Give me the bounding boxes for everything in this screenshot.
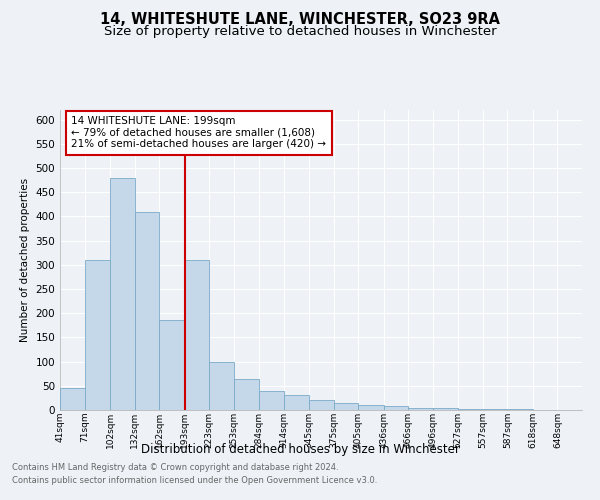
Bar [309,400,334,410]
Text: Distribution of detached houses by size in Winchester: Distribution of detached houses by size … [140,442,460,456]
Bar [458,408,483,410]
Bar [508,409,533,410]
Bar [209,362,234,410]
Bar [134,212,159,410]
Bar [234,378,259,410]
Bar [358,405,383,410]
Bar [483,409,508,410]
Bar [85,260,110,410]
Bar [110,178,134,410]
Bar [259,390,284,410]
Bar [159,320,185,410]
Bar [408,408,433,410]
Y-axis label: Number of detached properties: Number of detached properties [20,178,30,342]
Text: 14, WHITESHUTE LANE, WINCHESTER, SO23 9RA: 14, WHITESHUTE LANE, WINCHESTER, SO23 9R… [100,12,500,28]
Bar [334,402,358,410]
Text: Contains public sector information licensed under the Open Government Licence v3: Contains public sector information licen… [12,476,377,485]
Bar [383,406,408,410]
Bar [60,388,85,410]
Bar [433,408,458,410]
Text: Contains HM Land Registry data © Crown copyright and database right 2024.: Contains HM Land Registry data © Crown c… [12,464,338,472]
Text: Size of property relative to detached houses in Winchester: Size of property relative to detached ho… [104,25,496,38]
Text: 14 WHITESHUTE LANE: 199sqm
← 79% of detached houses are smaller (1,608)
21% of s: 14 WHITESHUTE LANE: 199sqm ← 79% of deta… [71,116,326,150]
Bar [185,260,209,410]
Bar [284,396,309,410]
